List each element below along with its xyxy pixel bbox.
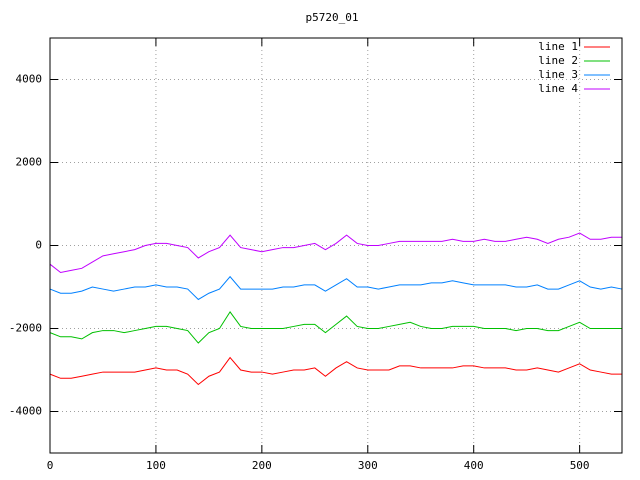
- legend-label: line 1: [538, 40, 578, 53]
- legend-label: line 4: [538, 82, 578, 95]
- series-line: [49, 311, 622, 344]
- plot-border: [49, 37, 623, 454]
- y-tick-label: 2000: [16, 156, 43, 169]
- y-tick-label: 4000: [16, 73, 43, 86]
- y-tick-label: -4000: [9, 405, 42, 418]
- x-tick-label: 300: [358, 459, 378, 472]
- y-tick-label: -2000: [9, 322, 42, 335]
- series-line: [49, 356, 622, 386]
- series-line: [49, 232, 622, 274]
- series-line: [49, 275, 623, 301]
- chart-title: p5720_01: [306, 11, 359, 24]
- x-tick-label: 100: [146, 459, 166, 472]
- y-tick-label: 0: [35, 239, 42, 252]
- x-tick-label: 400: [464, 459, 484, 472]
- x-tick-label: 0: [47, 459, 54, 472]
- legend-label: line 3: [538, 68, 578, 81]
- x-tick-label: 500: [570, 459, 590, 472]
- legend-label: line 2: [538, 54, 578, 67]
- x-tick-label: 200: [252, 459, 272, 472]
